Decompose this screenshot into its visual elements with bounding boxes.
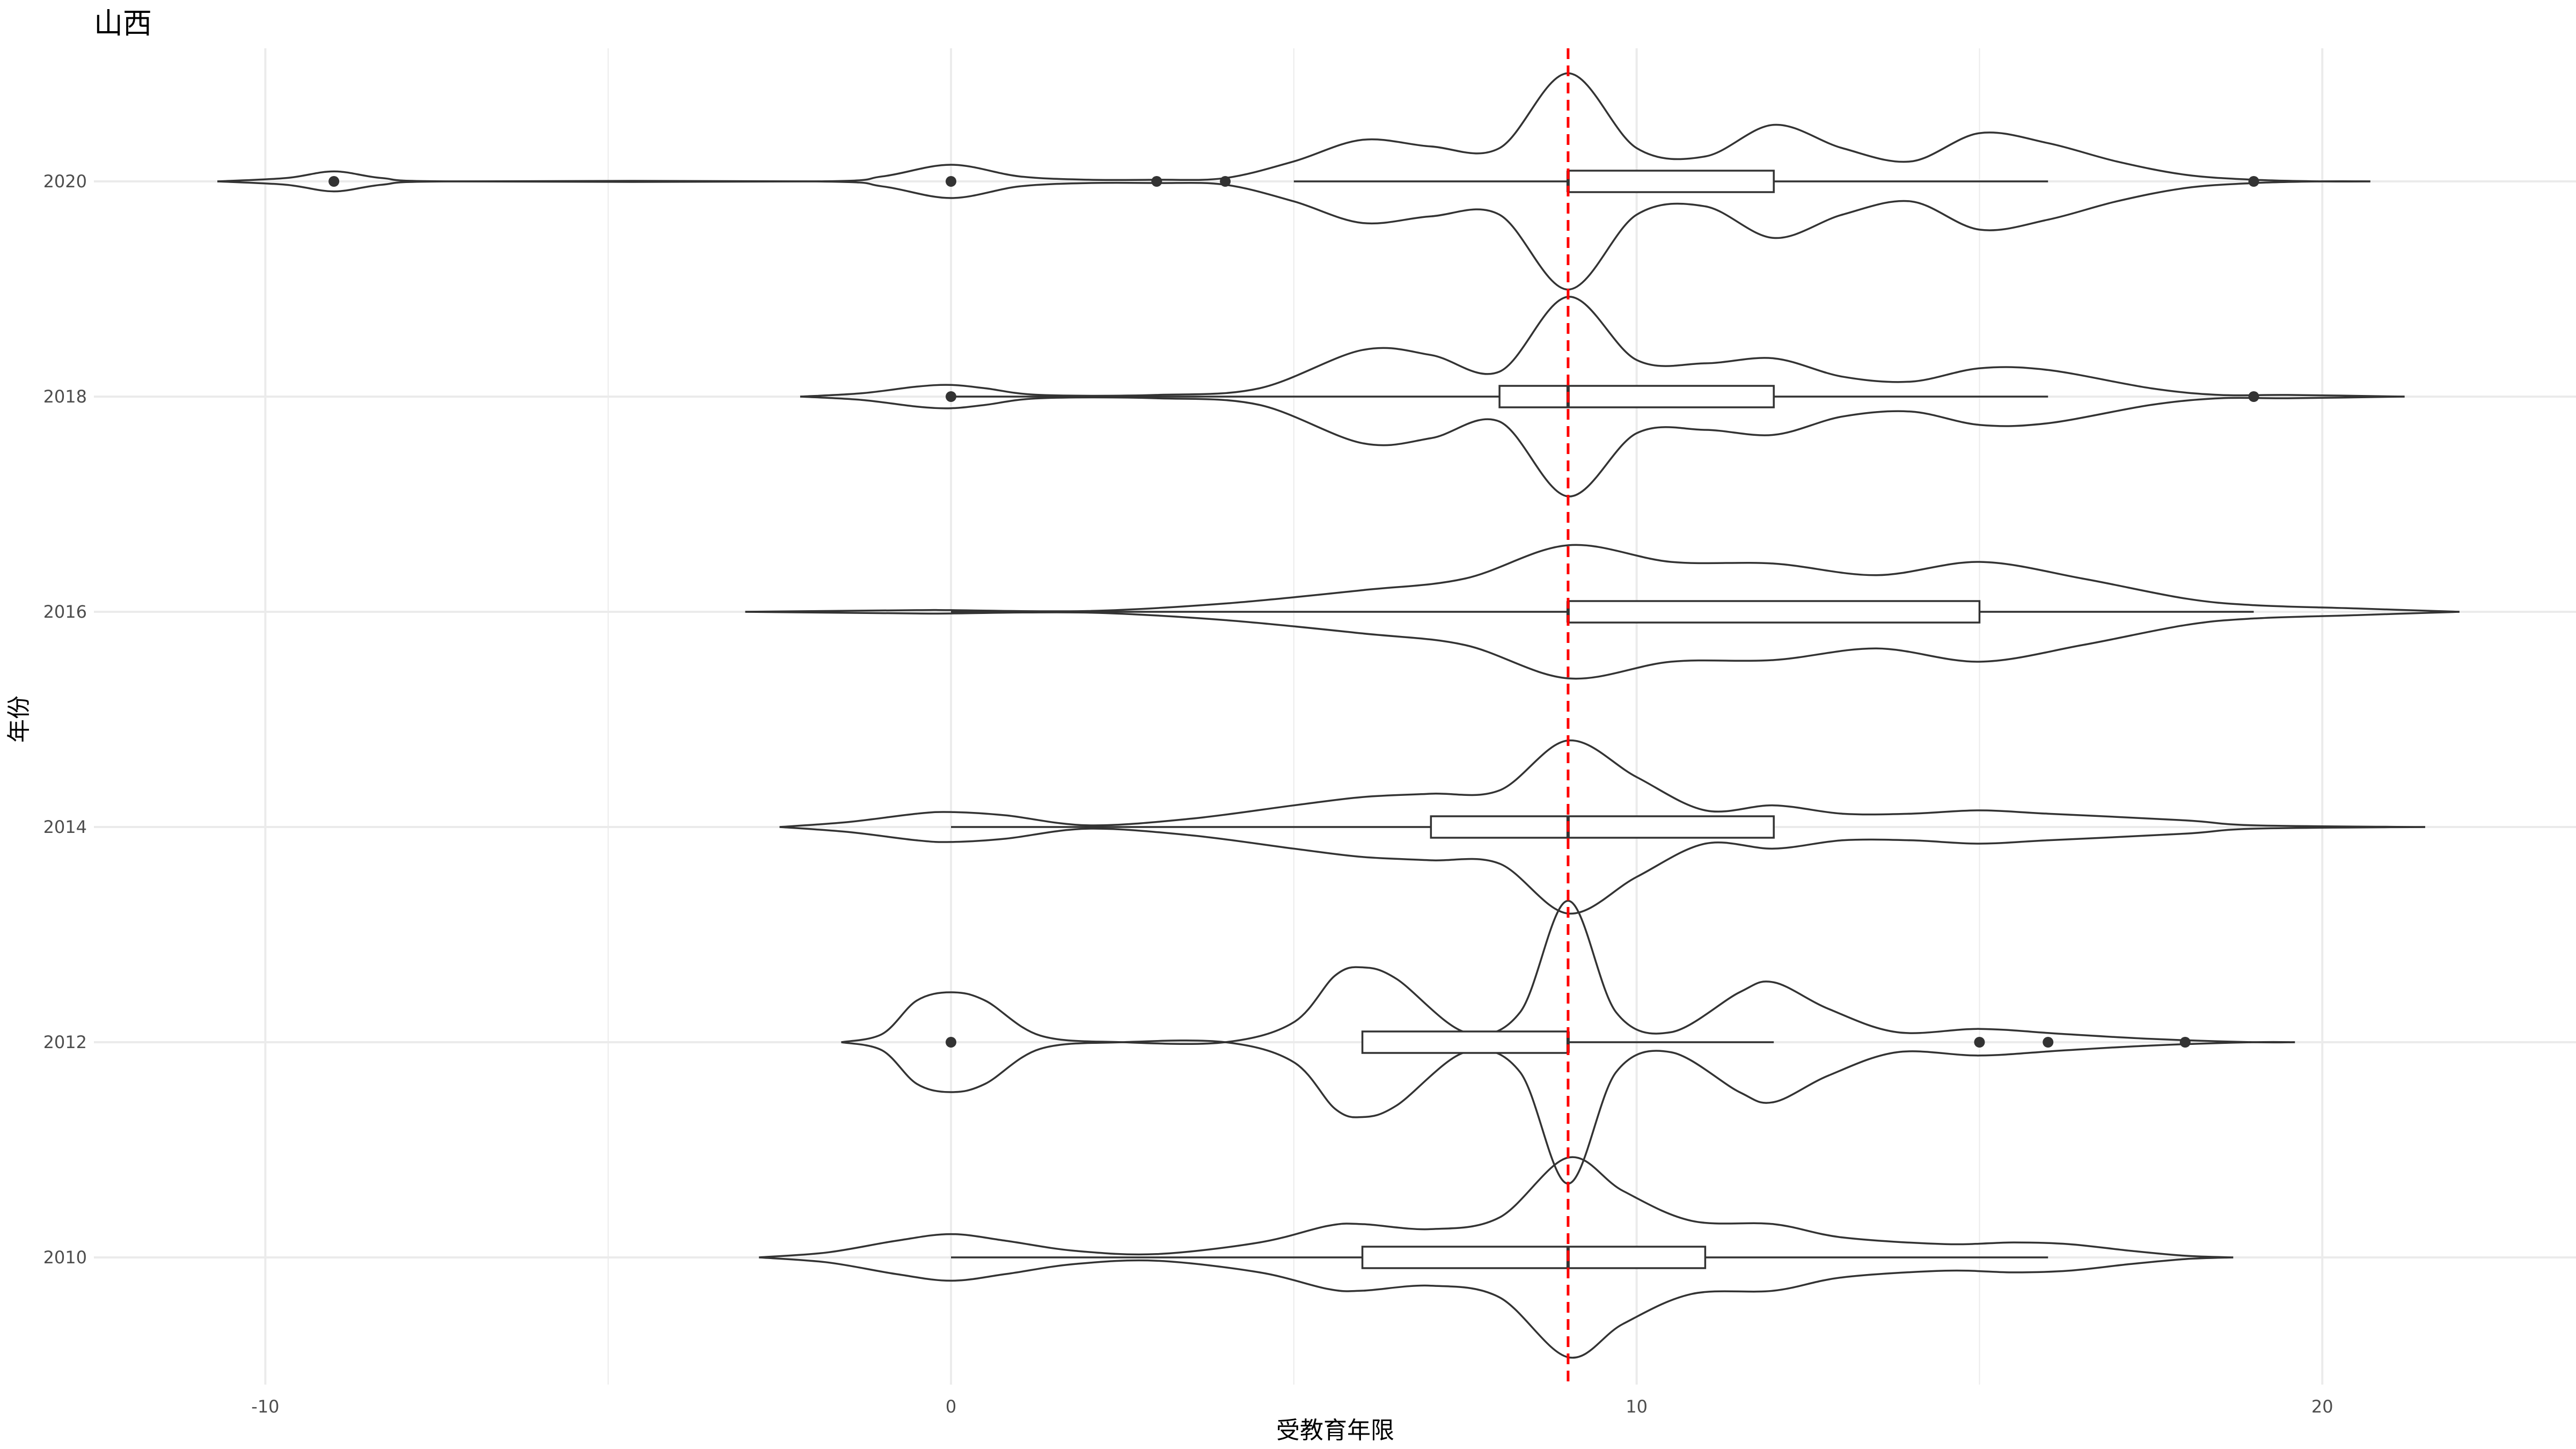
boxplot-2016 [951, 601, 2253, 623]
outlier-point [2249, 176, 2259, 187]
boxplot-2010 [951, 1247, 2048, 1268]
outlier-point [2249, 391, 2259, 402]
y-tick-label: 2018 [43, 386, 87, 407]
box-iqr [1363, 1031, 1568, 1053]
box-iqr [1568, 601, 1980, 623]
tick-labels: -10 0 10 20 2010 2012 2014 2016 2018 2020 [43, 171, 2333, 1417]
box-iqr [1431, 816, 1774, 838]
grid-lines [94, 48, 2576, 1385]
x-tick-label: 20 [2311, 1396, 2333, 1417]
outlier-point [946, 176, 956, 187]
y-tick-label: 2010 [43, 1247, 87, 1268]
x-tick-label: 0 [946, 1396, 956, 1417]
outlier-point [2180, 1037, 2191, 1048]
violin-outline-upper [759, 1157, 2233, 1257]
violin-outline-lower [759, 1257, 2233, 1358]
y-tick-label: 2014 [43, 817, 87, 837]
box-iqr [1499, 386, 1774, 407]
y-tick-label: 2020 [43, 171, 87, 192]
y-tick-label: 2012 [43, 1032, 87, 1052]
y-tick-label: 2016 [43, 602, 87, 622]
x-tick-label: -10 [251, 1396, 279, 1417]
outlier-point [328, 176, 339, 187]
y-axis-title: 年份 [5, 696, 33, 743]
chart-title: 山西 [94, 6, 152, 40]
outlier-point [1151, 176, 1162, 187]
violin-outline-lower [800, 397, 2405, 496]
outlier-point [2043, 1037, 2053, 1048]
violin-outline-upper [780, 741, 2425, 827]
box-iqr [1568, 171, 1774, 192]
outlier-point [946, 1037, 956, 1048]
x-axis-title: 受教育年限 [1276, 1417, 1394, 1444]
x-tick-label: 10 [1626, 1396, 1648, 1417]
violin-outline-lower [780, 827, 2425, 913]
violin-outline-upper [841, 901, 2295, 1044]
outlier-point [1220, 176, 1231, 187]
box-iqr [1363, 1247, 1706, 1268]
outlier-point [1974, 1037, 1985, 1048]
violin-outline-upper [800, 297, 2405, 397]
outlier-point [946, 391, 956, 402]
boxplot-2014 [951, 816, 1774, 838]
violins [217, 74, 2460, 1358]
